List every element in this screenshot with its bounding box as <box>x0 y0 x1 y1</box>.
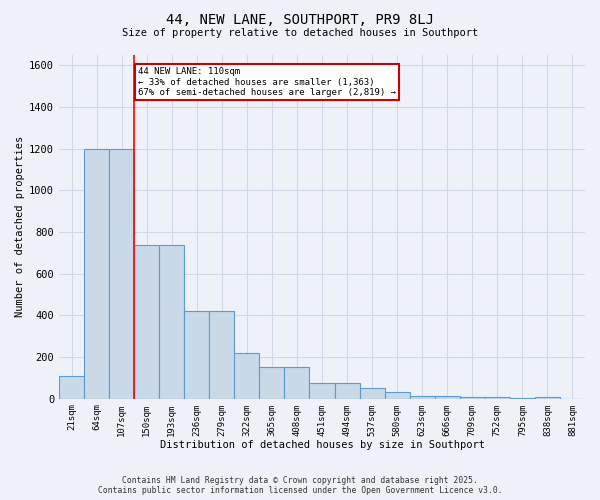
Bar <box>310 383 335 398</box>
Bar <box>359 388 385 398</box>
Bar <box>535 396 560 398</box>
Y-axis label: Number of detached properties: Number of detached properties <box>15 136 25 318</box>
Bar <box>259 368 284 398</box>
Text: 44, NEW LANE, SOUTHPORT, PR9 8LJ: 44, NEW LANE, SOUTHPORT, PR9 8LJ <box>166 12 434 26</box>
Bar <box>209 311 235 398</box>
Bar <box>284 368 310 398</box>
Bar <box>184 311 209 398</box>
Bar <box>109 148 134 398</box>
Bar <box>134 244 159 398</box>
Bar <box>485 396 510 398</box>
Bar <box>159 244 184 398</box>
Bar <box>435 396 460 398</box>
Bar <box>335 383 359 398</box>
Text: Size of property relative to detached houses in Southport: Size of property relative to detached ho… <box>122 28 478 38</box>
Bar <box>235 353 259 399</box>
Bar <box>410 396 435 398</box>
Bar <box>84 148 109 398</box>
Text: 44 NEW LANE: 110sqm
← 33% of detached houses are smaller (1,363)
67% of semi-det: 44 NEW LANE: 110sqm ← 33% of detached ho… <box>138 68 396 98</box>
Bar <box>460 396 485 398</box>
Text: Contains HM Land Registry data © Crown copyright and database right 2025.
Contai: Contains HM Land Registry data © Crown c… <box>98 476 502 495</box>
Bar <box>385 392 410 398</box>
Bar <box>59 376 84 398</box>
X-axis label: Distribution of detached houses by size in Southport: Distribution of detached houses by size … <box>160 440 485 450</box>
